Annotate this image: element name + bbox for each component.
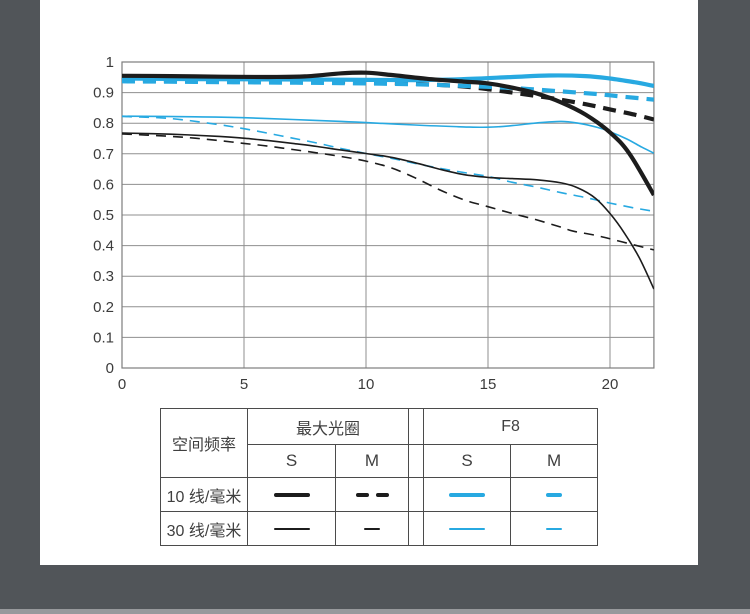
subheader-max-s: S [247, 444, 336, 478]
line-sample-graphic [248, 527, 335, 530]
subheader-f8-m: M [510, 444, 599, 478]
line-sample-graphic [424, 492, 510, 497]
group-separator [408, 511, 425, 546]
line-sample-10-max-m [334, 477, 410, 512]
line-sample-segment [546, 527, 563, 530]
group-separator [408, 444, 425, 478]
bottom-strip [0, 609, 750, 614]
curve-最大光圈-M-10 [122, 78, 654, 122]
y-axis-tick-label: 0.7 [93, 146, 114, 163]
y-axis-tick-label: 0.5 [93, 207, 114, 224]
line-sample-10-max-s [247, 477, 336, 512]
y-axis-tick-label: 0.8 [93, 115, 114, 132]
y-axis-tick-label: 1 [106, 54, 114, 71]
line-sample-graphic [511, 492, 597, 497]
line-sample-graphic [424, 527, 510, 530]
curve-F8-M-10 [122, 79, 654, 102]
line-sample-30-f8-s [423, 511, 512, 546]
curve-F8-S-10 [122, 73, 654, 88]
mtf-chart: 0 0.1 0.2 0.3 0.4 0.5 0.6 0.7 0.8 0.9 1 0 5 10 15 20 [40, 0, 698, 400]
line-sample-graphic [336, 527, 408, 530]
line-sample-graphic [336, 492, 408, 497]
line-sample-segment [273, 527, 310, 530]
corner-header-spatial-frequency: 空间频率 [160, 408, 248, 478]
curve-F8-S-30 [122, 115, 654, 154]
y-axis-tick-label: 0.2 [93, 299, 114, 316]
line-sample-10-f8-s [423, 477, 512, 512]
x-axis-tick-label: 15 [480, 376, 497, 393]
y-axis-tick-label: 0.4 [93, 238, 114, 255]
line-sample-segment [273, 492, 310, 497]
line-sample-graphic [248, 492, 335, 497]
line-sample-graphic [511, 527, 597, 530]
x-axis-tick-label: 0 [118, 376, 126, 393]
content-panel: 0 0.1 0.2 0.3 0.4 0.5 0.6 0.7 0.8 0.9 1 0 5 10 15 20 空间… [40, 0, 698, 565]
group-separator [408, 477, 425, 512]
y-axis-tick-label: 0.6 [93, 176, 114, 193]
mtf-chart-svg: 00.10.20.30.40.50.60.70.80.910 5 10 15 20 [93, 54, 655, 393]
y-axis-tick-label: 0.9 [93, 85, 114, 102]
curve-最大光圈-S-30 [122, 132, 654, 290]
curve-最大光圈-M-30 [122, 133, 654, 251]
line-sample-30-max-s [247, 511, 336, 546]
curve-F8-M-30 [122, 115, 654, 213]
line-sample-segment [375, 492, 389, 497]
group-header-f8: F8 [423, 408, 599, 445]
legend-table: 空间频率 最大光圈 F8 S M S M 10 线/毫米 30 [160, 408, 599, 546]
group-separator [408, 408, 425, 445]
subheader-max-m: M [334, 444, 410, 478]
y-axis-tick-label: 0.3 [93, 268, 114, 285]
line-sample-30-max-m [334, 511, 410, 546]
line-sample-30-f8-m [510, 511, 599, 546]
x-axis-tick-label: 10 [358, 376, 375, 393]
row-label-10-lines: 10 线/毫米 [160, 477, 248, 512]
group-header-max-aperture: 最大光圈 [246, 408, 410, 445]
line-sample-segment [449, 492, 486, 497]
line-sample-segment [364, 527, 380, 530]
row-label-30-lines: 30 线/毫米 [160, 511, 248, 546]
plot-border [121, 61, 655, 369]
y-axis-tick-label: 0 [106, 360, 114, 377]
y-axis-tick-label: 0.1 [93, 329, 114, 346]
curve-最大光圈-S-10 [122, 70, 654, 197]
x-axis-tick-label: 20 [602, 376, 619, 393]
x-axis-tick-label: 5 [240, 376, 248, 393]
line-sample-10-f8-m [510, 477, 599, 512]
line-sample-segment [546, 492, 563, 497]
line-sample-segment [449, 527, 486, 530]
line-sample-segment [355, 492, 369, 497]
subheader-f8-s: S [423, 444, 512, 478]
